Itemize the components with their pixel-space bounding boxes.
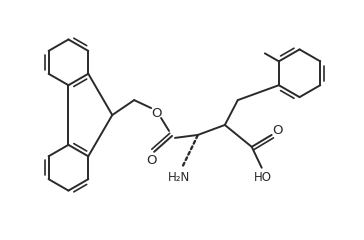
Text: HO: HO [254,171,272,184]
Text: H₂N: H₂N [168,171,190,184]
Text: O: O [146,154,157,167]
Text: O: O [272,124,283,138]
Text: O: O [151,107,161,120]
